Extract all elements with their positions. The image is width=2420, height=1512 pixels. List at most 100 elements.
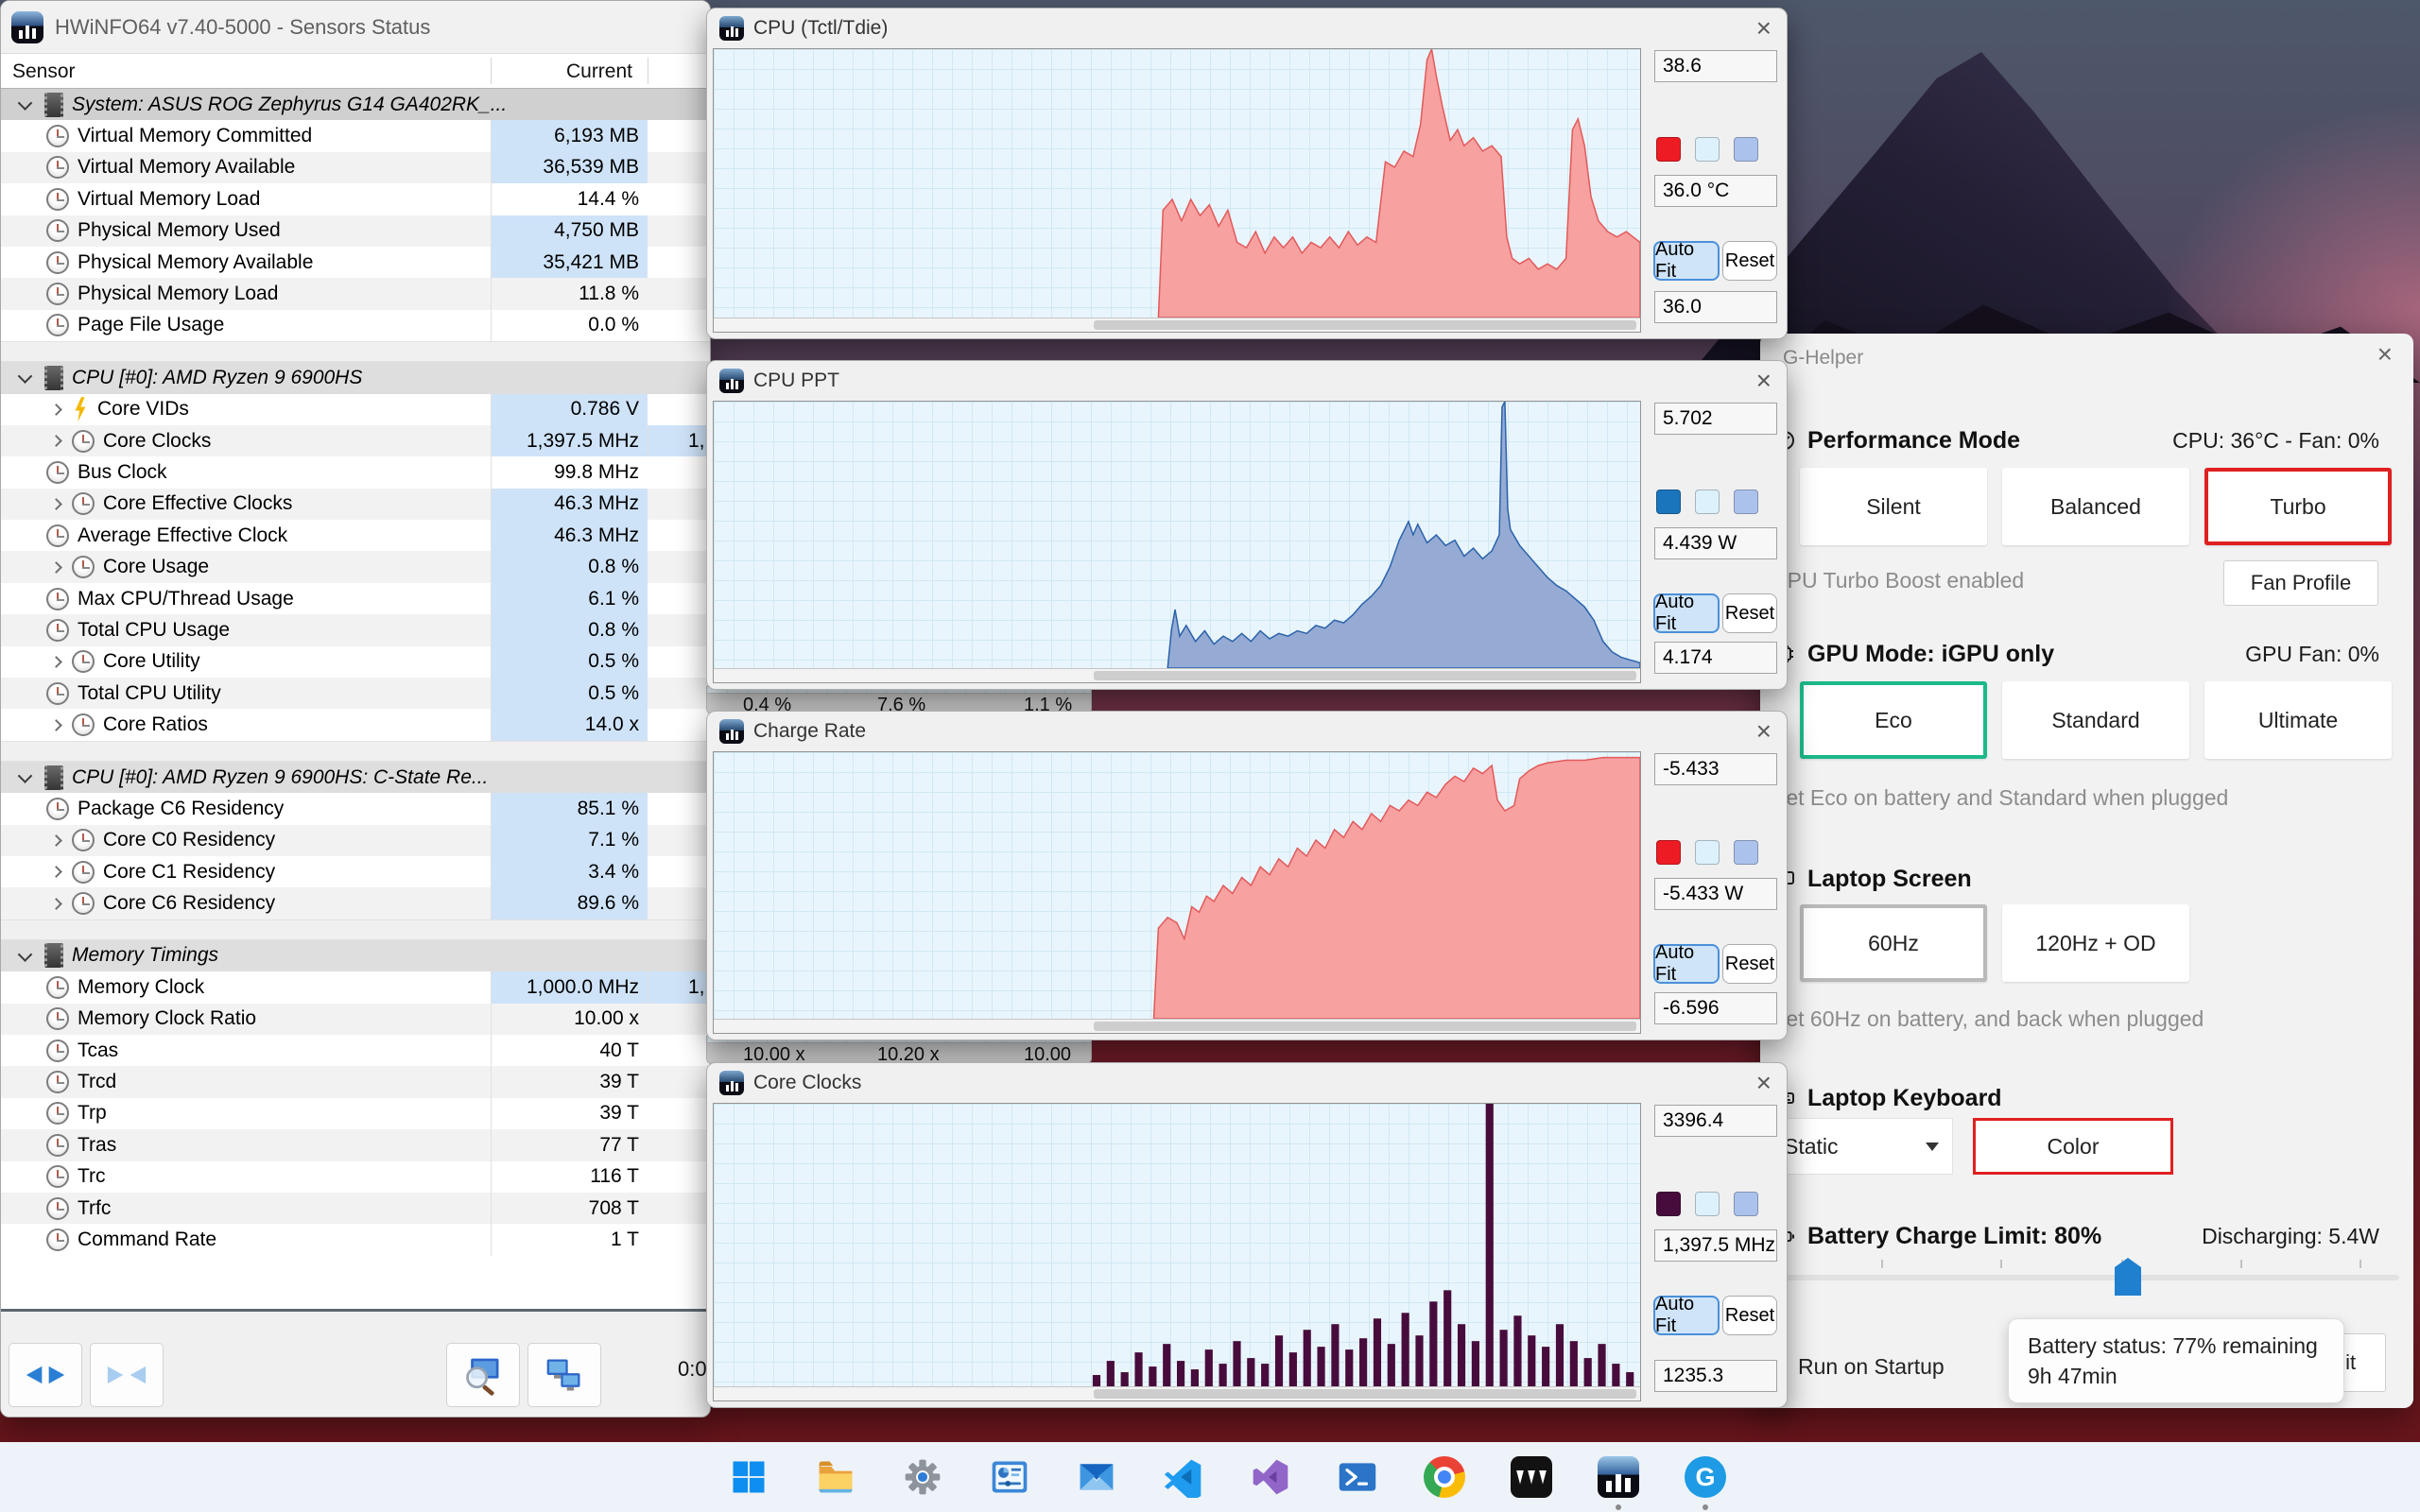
sensor-row[interactable]: Page File Usage 0.0 %	[1, 309, 710, 342]
graph-titlebar[interactable]: CPU (Tctl/Tdie) ×	[707, 9, 1787, 48]
chevron-right-icon[interactable]	[50, 435, 62, 447]
column-header-current[interactable]: Current	[565, 60, 632, 82]
chevron-right-icon[interactable]	[50, 833, 62, 847]
graph-scrollbar[interactable]	[714, 668, 1640, 682]
sensor-section-row[interactable]: Memory Timings	[1, 939, 710, 972]
sensor-row[interactable]: Total CPU Utility 0.5 %	[1, 678, 710, 710]
close-icon[interactable]: ×	[1755, 13, 1772, 43]
sensor-row[interactable]: Total CPU Usage 0.8 %	[1, 614, 710, 646]
chevron-right-icon[interactable]	[50, 403, 62, 416]
grid-color-swatch[interactable]	[1734, 137, 1758, 162]
sensor-row[interactable]: Physical Memory Available 35,421 MB	[1, 246, 710, 279]
gpu-standard-button[interactable]: Standard	[2002, 681, 2189, 759]
sensor-row[interactable]: Virtual Memory Committed 6,193 MB	[1, 120, 710, 152]
sensor-row[interactable]: Core C1 Residency 3.4 %	[1, 855, 710, 888]
sensor-row[interactable]: Memory Clock Ratio 10.00 x	[1, 1003, 710, 1035]
remote-monitors-button[interactable]	[527, 1343, 601, 1407]
scrollbar-thumb[interactable]	[1093, 1389, 1636, 1399]
reset-button[interactable]: Reset	[1722, 593, 1777, 633]
chevron-right-icon[interactable]	[50, 560, 62, 574]
taskbar-icon-powershell[interactable]	[1333, 1452, 1382, 1502]
background-color-swatch[interactable]	[1695, 137, 1720, 162]
series-color-swatch[interactable]	[1656, 1192, 1681, 1216]
graph-titlebar[interactable]: CPU PPT ×	[707, 361, 1787, 401]
sensor-row[interactable]: Core C0 Residency 7.1 %	[1, 824, 710, 856]
graph-titlebar[interactable]: Charge Rate ×	[707, 712, 1787, 751]
battery-limit-slider-handle[interactable]	[2115, 1258, 2141, 1296]
sensor-row[interactable]: Virtual Memory Load 14.4 %	[1, 183, 710, 215]
sensor-row[interactable]: Package C6 Residency 85.1 %	[1, 793, 710, 825]
taskbar-icon-settings[interactable]	[898, 1452, 947, 1502]
close-icon[interactable]: ×	[1755, 716, 1772, 746]
taskbar-icon-mail[interactable]	[1072, 1452, 1121, 1502]
taskbar-icon-hwinfo[interactable]	[1594, 1452, 1643, 1510]
sensor-row[interactable]: Core VIDs 0.786 V	[1, 393, 710, 425]
sensor-section-row[interactable]: CPU [#0]: AMD Ryzen 9 6900HS	[1, 362, 710, 394]
keyboard-color-button[interactable]: Color	[1973, 1118, 2173, 1175]
sensor-row[interactable]: Average Effective Clock 46.3 MHz	[1, 520, 710, 552]
taskbar-icon-visual-studio[interactable]	[1246, 1452, 1295, 1502]
chevron-down-icon[interactable]	[17, 768, 33, 783]
sensor-row[interactable]: Bus Clock 99.8 MHz	[1, 456, 710, 489]
sensor-row[interactable]: Tcas 40 T	[1, 1034, 710, 1067]
taskbar-icon-black-app[interactable]	[1507, 1452, 1556, 1502]
chevron-right-icon[interactable]	[50, 897, 62, 910]
auto-fit-button[interactable]: Auto Fit	[1653, 942, 1720, 985]
grid-color-swatch[interactable]	[1734, 840, 1758, 865]
close-icon[interactable]: ×	[1755, 1068, 1772, 1097]
chevron-down-icon[interactable]	[17, 95, 33, 112]
screen-120hz-button[interactable]: 120Hz + OD	[2002, 904, 2189, 982]
gpu-ultimate-button[interactable]: Ultimate	[2204, 681, 2392, 759]
grid-color-swatch[interactable]	[1734, 490, 1758, 514]
sensor-row[interactable]: Memory Clock 1,000.0 MHz 1,	[1, 971, 710, 1004]
expand-columns-button[interactable]	[9, 1343, 82, 1407]
sensor-row[interactable]: Core Utility 0.5 %	[1, 645, 710, 679]
background-color-swatch[interactable]	[1695, 490, 1720, 514]
close-icon[interactable]: ×	[2377, 339, 2393, 369]
sensor-section-row[interactable]: System: ASUS ROG Zephyrus G14 GA402RK_..…	[1, 89, 710, 121]
graph-scrollbar[interactable]	[714, 1019, 1640, 1033]
sensor-row[interactable]: Core Usage 0.8 %	[1, 551, 710, 583]
taskbar-icon-chrome[interactable]	[1420, 1452, 1469, 1502]
gpu-eco-button[interactable]: Eco	[1800, 681, 1987, 759]
fan-profile-button[interactable]: Fan Profile	[2223, 560, 2378, 606]
series-color-swatch[interactable]	[1656, 137, 1681, 162]
battery-limit-slider[interactable]	[1775, 1275, 2399, 1280]
scrollbar-thumb[interactable]	[1093, 671, 1636, 680]
scrollbar-thumb[interactable]	[1093, 320, 1636, 330]
sensor-row[interactable]: Tras 77 T	[1, 1129, 710, 1161]
grid-color-swatch[interactable]	[1734, 1192, 1758, 1216]
sensor-row[interactable]: Trfc 708 T	[1, 1192, 710, 1225]
collapse-columns-button[interactable]	[90, 1343, 164, 1407]
sensor-row[interactable]: Trcd 39 T	[1, 1066, 710, 1098]
series-color-swatch[interactable]	[1656, 840, 1681, 865]
auto-fit-button[interactable]: Auto Fit	[1653, 239, 1720, 282]
sensor-row[interactable]: Trc 116 T	[1, 1160, 710, 1193]
perf-balanced-button[interactable]: Balanced	[2002, 468, 2189, 545]
auto-fit-button[interactable]: Auto Fit	[1653, 1294, 1720, 1336]
graph-scrollbar[interactable]	[714, 318, 1640, 332]
sensor-row[interactable]: Physical Memory Used 4,750 MB	[1, 215, 710, 247]
chevron-right-icon[interactable]	[50, 498, 62, 510]
taskbar-icon-system-widget[interactable]	[985, 1452, 1034, 1502]
taskbar-icon-explorer[interactable]	[811, 1452, 860, 1502]
scrollbar-thumb[interactable]	[1093, 1022, 1636, 1031]
reset-button[interactable]: Reset	[1722, 241, 1777, 281]
monitor-zoom-button[interactable]	[446, 1343, 520, 1407]
sensor-row[interactable]: Core Ratios 14.0 x	[1, 709, 710, 741]
graph-scrollbar[interactable]	[714, 1386, 1640, 1400]
taskbar-icon-start[interactable]	[724, 1452, 773, 1502]
reset-button[interactable]: Reset	[1722, 944, 1777, 984]
chevron-right-icon[interactable]	[50, 655, 62, 668]
sensor-row[interactable]: Physical Memory Load 11.8 %	[1, 278, 710, 310]
sensor-row[interactable]: Max CPU/Thread Usage 6.1 %	[1, 582, 710, 615]
screen-60hz-button[interactable]: 60Hz	[1800, 904, 1987, 982]
series-color-swatch[interactable]	[1656, 490, 1681, 514]
sensor-row[interactable]: Virtual Memory Available 36,539 MB	[1, 151, 710, 184]
perf-silent-button[interactable]: Silent	[1800, 468, 1987, 545]
sensor-row[interactable]: Core C6 Residency 89.6 %	[1, 887, 710, 919]
sensor-row[interactable]: Core Effective Clocks 46.3 MHz	[1, 488, 710, 521]
chevron-down-icon[interactable]	[17, 947, 33, 962]
column-divider[interactable]	[491, 58, 492, 84]
table-splitter[interactable]	[1, 1309, 710, 1312]
